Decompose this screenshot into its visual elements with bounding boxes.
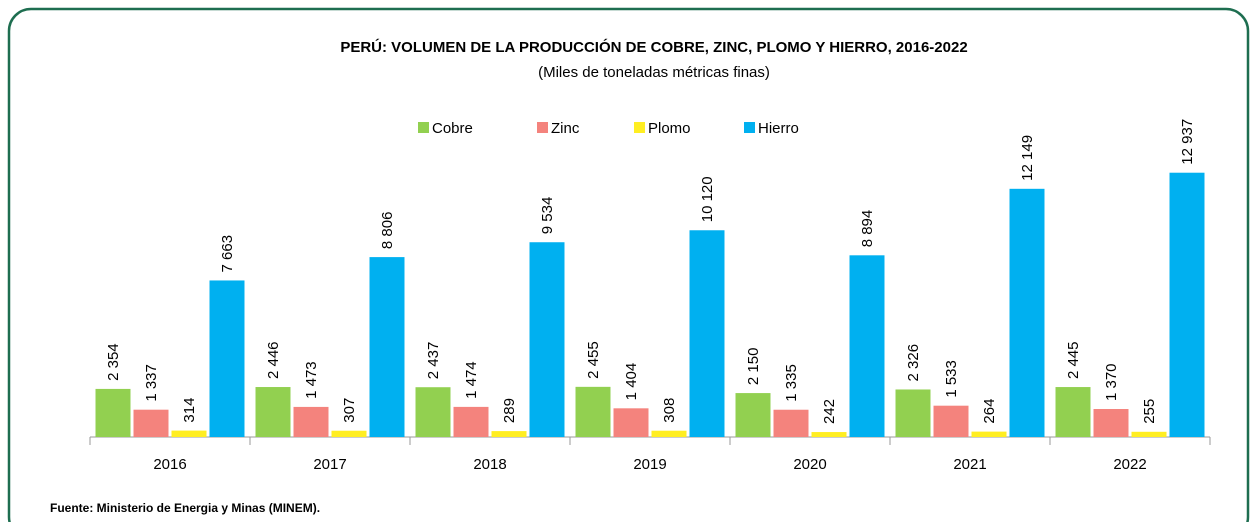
data-label: 308 bbox=[661, 398, 678, 423]
bar bbox=[171, 430, 207, 437]
bar bbox=[849, 255, 885, 437]
data-label: 9 534 bbox=[539, 197, 556, 235]
frame bbox=[7, 7, 1250, 522]
x-tick-label: 2021 bbox=[953, 456, 986, 473]
data-label: 7 663 bbox=[219, 235, 236, 273]
x-tick-label: 2020 bbox=[793, 456, 826, 473]
bar bbox=[369, 257, 405, 437]
bar bbox=[689, 230, 725, 437]
bar bbox=[95, 388, 131, 437]
bar bbox=[209, 280, 245, 437]
data-label: 10 120 bbox=[699, 176, 716, 222]
bar bbox=[933, 405, 969, 437]
bar bbox=[415, 387, 451, 437]
data-label: 2 150 bbox=[745, 348, 762, 386]
data-label: 2 326 bbox=[905, 344, 922, 382]
bar bbox=[133, 409, 169, 437]
data-label: 1 404 bbox=[623, 363, 640, 401]
x-tick-label: 2018 bbox=[473, 456, 506, 473]
data-label: 242 bbox=[821, 399, 838, 424]
data-label: 2 455 bbox=[585, 341, 602, 379]
data-label: 12 149 bbox=[1019, 135, 1036, 181]
data-label: 1 473 bbox=[303, 361, 320, 399]
data-label: 1 335 bbox=[783, 364, 800, 402]
data-label: 1 533 bbox=[943, 360, 960, 398]
legend-label: Plomo bbox=[648, 120, 691, 137]
bar bbox=[735, 393, 771, 437]
x-tick-label: 2019 bbox=[633, 456, 666, 473]
legend-swatch bbox=[418, 122, 429, 133]
chart-title: PERÚ: VOLUMEN DE LA PRODUCCIÓN DE COBRE,… bbox=[340, 38, 967, 56]
data-label: 1 370 bbox=[1103, 363, 1120, 401]
data-label: 8 806 bbox=[379, 212, 396, 250]
bar bbox=[773, 409, 809, 437]
data-label: 1 474 bbox=[463, 361, 480, 399]
data-label: 2 446 bbox=[265, 341, 282, 379]
data-label: 12 937 bbox=[1179, 119, 1196, 165]
legend-swatch bbox=[634, 122, 645, 133]
bar bbox=[529, 242, 565, 437]
bar bbox=[293, 406, 329, 437]
legend-label: Zinc bbox=[551, 120, 580, 137]
data-label: 2 445 bbox=[1065, 342, 1082, 380]
bar bbox=[1009, 188, 1045, 437]
bar bbox=[1055, 387, 1091, 437]
bar bbox=[651, 430, 687, 437]
bar bbox=[895, 389, 931, 437]
bar bbox=[1169, 172, 1205, 437]
x-tick-label: 2017 bbox=[313, 456, 346, 473]
data-label: 289 bbox=[501, 398, 518, 423]
legend-label: Cobre bbox=[432, 120, 473, 137]
source-note: Fuente: Ministerio de Energia y Minas (M… bbox=[50, 501, 320, 515]
legend-swatch bbox=[537, 122, 548, 133]
chart-subtitle: (Miles de toneladas métricas finas) bbox=[538, 64, 770, 81]
data-label: 264 bbox=[981, 399, 998, 424]
data-label: 307 bbox=[341, 398, 358, 423]
data-label: 2 437 bbox=[425, 342, 442, 380]
bar bbox=[1093, 409, 1129, 437]
legend-swatch bbox=[744, 122, 755, 133]
legend-label: Hierro bbox=[758, 120, 799, 137]
x-tick-label: 2016 bbox=[153, 456, 186, 473]
bar bbox=[613, 408, 649, 437]
bar bbox=[491, 431, 527, 437]
x-tick-label: 2022 bbox=[1113, 456, 1146, 473]
bar bbox=[1131, 431, 1167, 437]
data-label: 1 337 bbox=[143, 364, 160, 402]
bar bbox=[255, 387, 291, 437]
data-label: 8 894 bbox=[859, 210, 876, 248]
data-label: 314 bbox=[181, 398, 198, 423]
data-label: 2 354 bbox=[105, 343, 122, 381]
bar bbox=[971, 431, 1007, 437]
bar bbox=[453, 406, 489, 437]
bar bbox=[575, 386, 611, 437]
bar bbox=[811, 432, 847, 437]
bar bbox=[331, 430, 367, 437]
data-label: 255 bbox=[1141, 399, 1158, 424]
